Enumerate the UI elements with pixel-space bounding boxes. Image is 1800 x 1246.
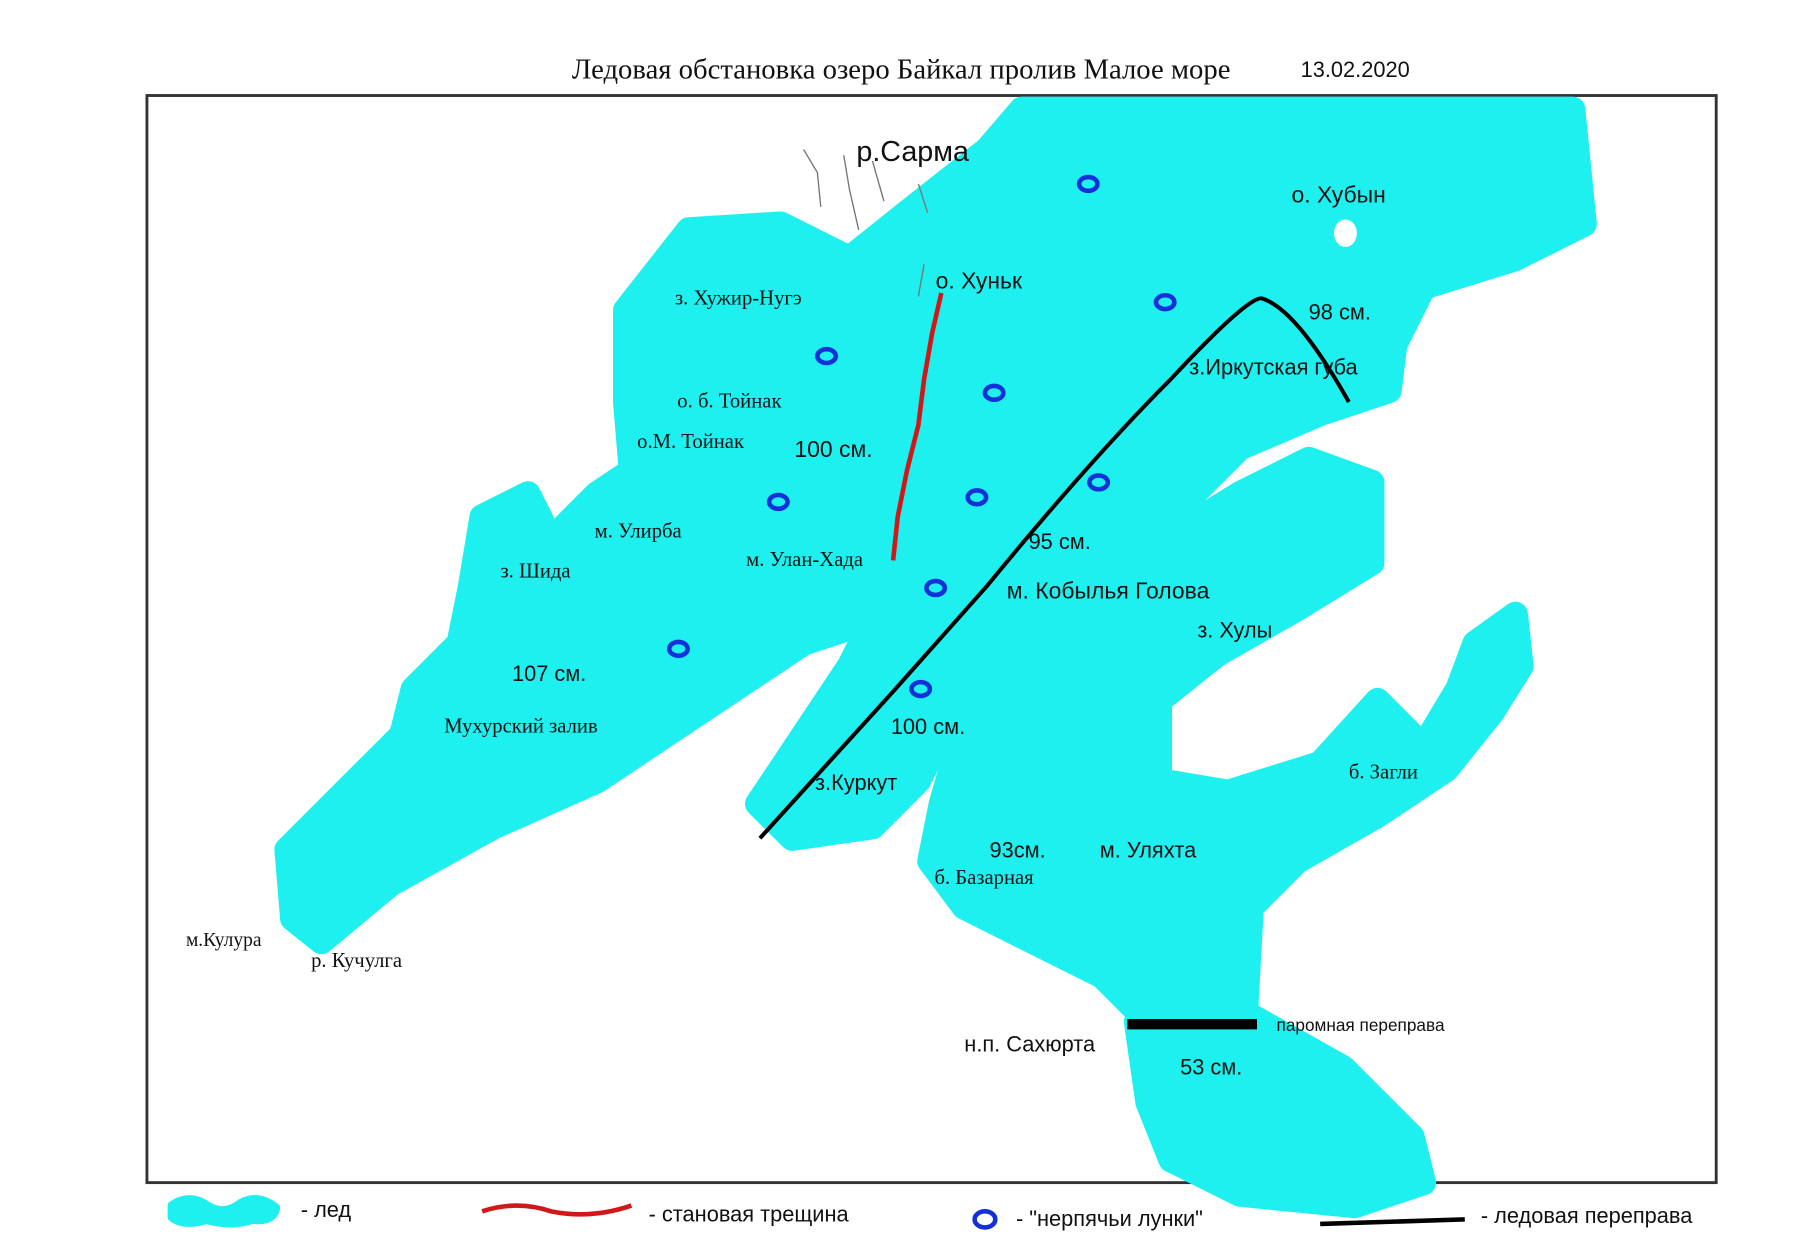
place-label: 98 см. [1309,299,1371,324]
place-label: м. Уляхта [1100,838,1197,863]
place-label: б. Базарная [934,867,1034,889]
place-label: 100 см. [891,714,965,739]
legend-label: - "нерпячьи лунки" [1016,1206,1203,1231]
place-label: 53 см. [1180,1055,1242,1080]
island [1333,219,1357,248]
ice-area [274,96,1597,1219]
legend-crack [481,1203,633,1217]
place-label: з. Шида [501,561,571,583]
seal-holes [666,174,1177,699]
place-label: з. Хужир-Нугэ [675,287,802,309]
place-label: м.Кулура [186,930,262,951]
place-label: Мухурский залив [444,716,598,738]
place-label: о.М. Тойнак [637,431,745,453]
place-label: о. Хубын [1291,181,1385,207]
place-label: б. Загли [1349,762,1418,784]
place-label: з.Куркут [815,770,897,795]
place-label: 107 см. [512,661,586,686]
legend-label: - лед [301,1197,352,1222]
shoreline [802,149,929,297]
place-label: з. Хулы [1197,617,1272,642]
legend-crossing [1320,1217,1465,1227]
ice-crossing [758,296,1351,840]
place-label: р. Кучулга [311,950,402,972]
map-date: 13.02.2020 [1301,57,1410,82]
map-title: Ледовая обстановка озеро Байкал пролив М… [572,53,1231,85]
place-label: 95 см. [1029,529,1091,554]
place-label: 100 см. [794,436,872,462]
place-label: з.Иркутская губа [1189,354,1358,379]
place-label: паромная переправа [1277,1015,1445,1035]
map-frame [145,94,1718,1185]
place-label: о. б. Тойнак [677,391,782,413]
place-label: м. Улирба [595,520,682,542]
place-label: о. Хуньк [936,267,1023,293]
place-label: р.Сарма [856,136,969,168]
legend-label: - ледовая переправа [1481,1203,1693,1228]
ice-crack [890,292,944,561]
place-label: н.п. Сахюрта [964,1032,1096,1057]
place-label: 93см. [990,838,1046,863]
legend-label: - становая трещина [649,1202,850,1227]
map-labels: р.Сарма о. Хубын о. Хуньк з. Хужир-Нугэ 98 с… [186,136,1445,1080]
legend-ice [167,1195,281,1228]
place-label: м. Кобылья Голова [1007,577,1210,603]
legend: - лед - становая трещина - "нерпячьи лун… [167,1195,1693,1231]
legend-hole [972,1209,998,1230]
place-label: м. Улан-Хада [746,549,863,571]
